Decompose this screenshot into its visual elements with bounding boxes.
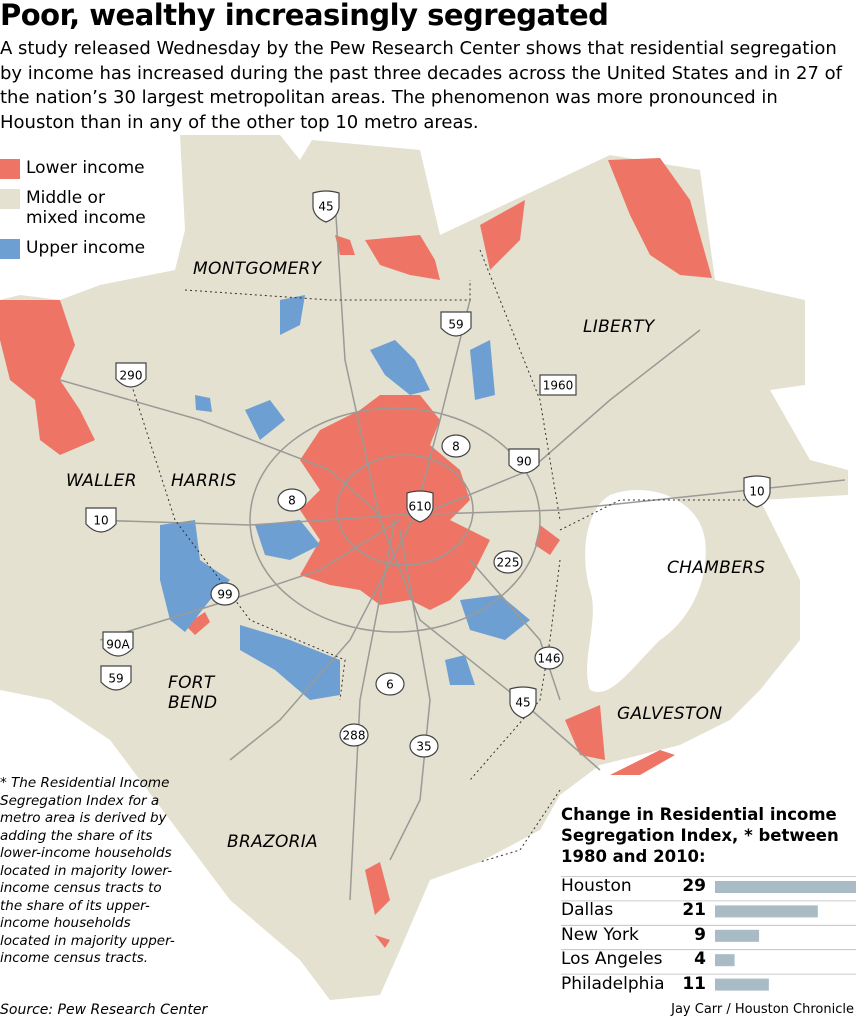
state-marker [409,734,439,758]
highway-label: 59 [108,672,123,686]
legend-label: Middle or mixed income [26,188,146,228]
county-label: LIBERTY [583,317,655,337]
highway-label: 59 [448,318,463,332]
state-marker [339,723,369,747]
bar [715,954,735,967]
county-label: BRAZORIA [227,832,318,852]
us-shield [440,311,472,337]
highway-label: 146 [538,652,561,666]
highway-label: 90A [106,638,130,652]
highway-label: 610 [409,500,432,514]
description: A study released Wednesday by the Pew Re… [0,38,843,133]
state-marker [493,550,523,574]
category-label: Los Angeles [561,949,663,970]
bar [715,905,818,918]
legend-item: Middle or mixed income [0,188,160,228]
interstate-shield [406,490,434,523]
us-shield [115,362,147,388]
highway-label: 45 [515,696,530,710]
highway-label: 6 [386,678,394,692]
legend-swatch [0,159,20,179]
highway-label: 8 [452,440,460,454]
legend-item: Upper income [0,238,145,259]
value-label: 29 [682,876,706,896]
us-shield [100,665,132,691]
bar [715,978,769,991]
highway-label: 8 [288,494,296,508]
bar [715,881,856,893]
highway-label: 99 [217,588,232,602]
us-shield [102,631,134,657]
county-label: FORT BEND [168,673,218,713]
highway-markers: 45 59 290 1960 8 90 10 8 610 10 225 99 90A 59 146 6 45 28… [85,190,771,758]
highway-label: 290 [120,369,143,383]
highway-label: 10 [749,485,764,499]
county-lines [129,249,760,863]
roads [59,199,846,901]
title: Poor, wealthy increasingly segregated [0,0,609,32]
interstate-shield [743,475,771,508]
legend-swatch [0,189,20,209]
us-shield [85,507,117,533]
chart-title: Change in Residential income Segregation… [561,805,839,866]
value-label: 21 [682,900,706,921]
interstate-shield [509,686,537,719]
legend-swatch [0,239,20,259]
road-sign [539,374,577,396]
state-marker [534,646,564,670]
legend-label: Lower income [26,158,145,178]
source: Source: Pew Research Center [0,1002,208,1018]
state-marker [277,488,307,512]
highway-label: 1960 [543,379,574,393]
county-label: GALVESTON [617,704,723,724]
value-label: 4 [694,949,706,970]
highway-label: 45 [318,200,333,214]
value-label: 9 [694,924,706,945]
value-label: 11 [682,973,706,994]
bar-chart [561,876,856,991]
footnote: * The Residential Income Segregation Ind… [0,775,175,966]
county-label: CHAMBERS [667,558,766,578]
us-shield [508,448,540,474]
highway-label: 10 [93,514,108,528]
state-marker [210,582,240,606]
highway-label: 90 [516,455,531,469]
county-label: WALLER [66,471,137,491]
state-marker [375,672,405,696]
highway-label: 35 [416,740,431,754]
interstate-shield [312,190,340,223]
legend-item: Lower income [0,158,145,179]
legend-label: Upper income [26,238,146,258]
state-marker [441,434,471,458]
county-label: HARRIS [171,471,237,491]
category-label: Philadelphia [561,973,665,994]
county-label: MONTGOMERY [193,259,322,279]
category-label: Houston [561,876,632,896]
credit: Jay Carr / Houston Chronicle [671,1002,854,1017]
highway-label: 225 [497,556,520,570]
category-label: New York [561,924,639,945]
bay [585,490,706,692]
upper-income-areas [160,295,530,700]
highway-label: 288 [343,729,366,743]
category-label: Dallas [561,900,614,921]
bar [715,929,760,942]
